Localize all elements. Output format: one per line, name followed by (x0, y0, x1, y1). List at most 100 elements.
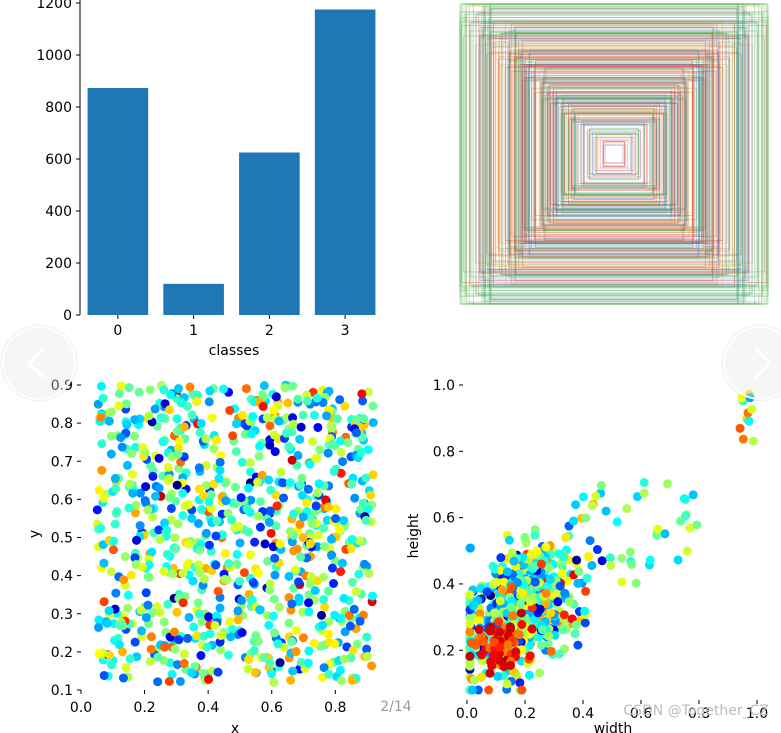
xy-point (180, 501, 190, 511)
wh-point (516, 608, 526, 618)
xy-point (143, 600, 153, 610)
bbox-outline (520, 54, 708, 254)
xy-point (276, 467, 286, 477)
wh-point (494, 627, 504, 637)
wh-point (544, 563, 554, 573)
xy-point (93, 622, 103, 632)
wh-point (596, 481, 606, 491)
bbox-outline (591, 132, 637, 176)
xy-scatter-y-label: y (27, 530, 43, 538)
image-counter: 2/14 (380, 699, 412, 715)
wh-point (587, 501, 597, 511)
xy-point (305, 459, 315, 469)
wh-point (525, 597, 535, 607)
xy-point (163, 462, 173, 472)
xy-point (265, 579, 275, 589)
bbox-outline (596, 134, 632, 174)
xy-point (339, 593, 349, 603)
wh-point (482, 587, 492, 597)
wh-point (508, 611, 518, 621)
xy-point (304, 607, 314, 617)
bar-y-tick-label: 0 (63, 308, 72, 324)
width-height-scatter: 0.0 0.2 0.4 0.6 0.8 1.00.20.40.60.81.0 width … (406, 378, 768, 733)
wh-point (605, 553, 615, 563)
bbox-outline (589, 132, 639, 176)
xy-point (330, 639, 340, 649)
xy-point (265, 585, 275, 595)
bbox-outline (571, 119, 657, 189)
bbox-outline (488, 32, 740, 276)
wh-point (544, 631, 554, 641)
wh-point (587, 561, 597, 571)
xy-point (188, 576, 198, 586)
xy-point (298, 633, 308, 643)
xy-point (212, 516, 222, 526)
bbox-outline (528, 64, 700, 244)
wh-point (662, 479, 672, 489)
xy-point (171, 544, 181, 554)
bbox-outline (587, 130, 641, 178)
bbox-outline (525, 77, 703, 231)
xy-point (248, 577, 258, 587)
xy-point (269, 594, 279, 604)
xy-point (197, 617, 207, 627)
xy-point (244, 483, 254, 493)
wh-point (581, 586, 591, 596)
xy-y-tick-label: 0.2 (51, 645, 73, 661)
xy-point (201, 434, 211, 444)
xy-point (140, 447, 150, 457)
xy-point (265, 658, 275, 668)
xy-point (106, 431, 116, 441)
bbox-outline (550, 102, 678, 206)
bbox-outline (485, 20, 743, 288)
bbox-outline (563, 112, 665, 196)
bbox-outline (547, 92, 681, 216)
xy-x-tick-label: 0.6 (261, 700, 283, 716)
xy-point (187, 513, 197, 523)
bbox-outline (547, 88, 681, 220)
next-image-button[interactable] (723, 326, 781, 400)
xy-point (295, 519, 305, 529)
xy-point (122, 460, 132, 470)
wh-point (541, 589, 551, 599)
wh-point (584, 552, 594, 562)
wh-point (494, 617, 504, 627)
bbox-outline (566, 105, 662, 203)
bbox-outline (572, 107, 656, 201)
bbox-outline (531, 87, 697, 221)
xy-point (160, 642, 170, 652)
xy-point (275, 658, 285, 668)
bbox-outline (592, 132, 636, 176)
xy-point (99, 493, 109, 503)
xy-point (264, 475, 274, 485)
xy-point (312, 393, 322, 403)
xy-point (284, 571, 294, 581)
bbox-outline (564, 112, 664, 196)
xy-point (265, 421, 275, 431)
wh-point (580, 618, 590, 628)
bar-x-tick-label: 1 (189, 323, 198, 339)
wh-point (530, 530, 540, 540)
xy-point (347, 577, 357, 587)
xy-point (255, 605, 265, 615)
xy-point (97, 439, 107, 449)
previous-image-button[interactable] (2, 326, 76, 400)
bbox-outline (564, 110, 664, 198)
xy-point (259, 381, 269, 391)
bbox-outline (553, 87, 675, 221)
xy-point (187, 410, 197, 420)
xy-point (204, 497, 214, 507)
xy-point (230, 523, 240, 533)
xy-point (291, 565, 301, 575)
bbox-outline (518, 49, 710, 259)
xy-point (127, 449, 137, 459)
bbox-outline (546, 85, 682, 223)
bbox-outline (526, 64, 702, 244)
xy-point (315, 445, 325, 455)
xy-point (192, 397, 202, 407)
bbox-outline (478, 12, 750, 296)
xy-point (210, 620, 220, 630)
wh-point (468, 600, 478, 610)
bbox-outline (570, 105, 658, 203)
